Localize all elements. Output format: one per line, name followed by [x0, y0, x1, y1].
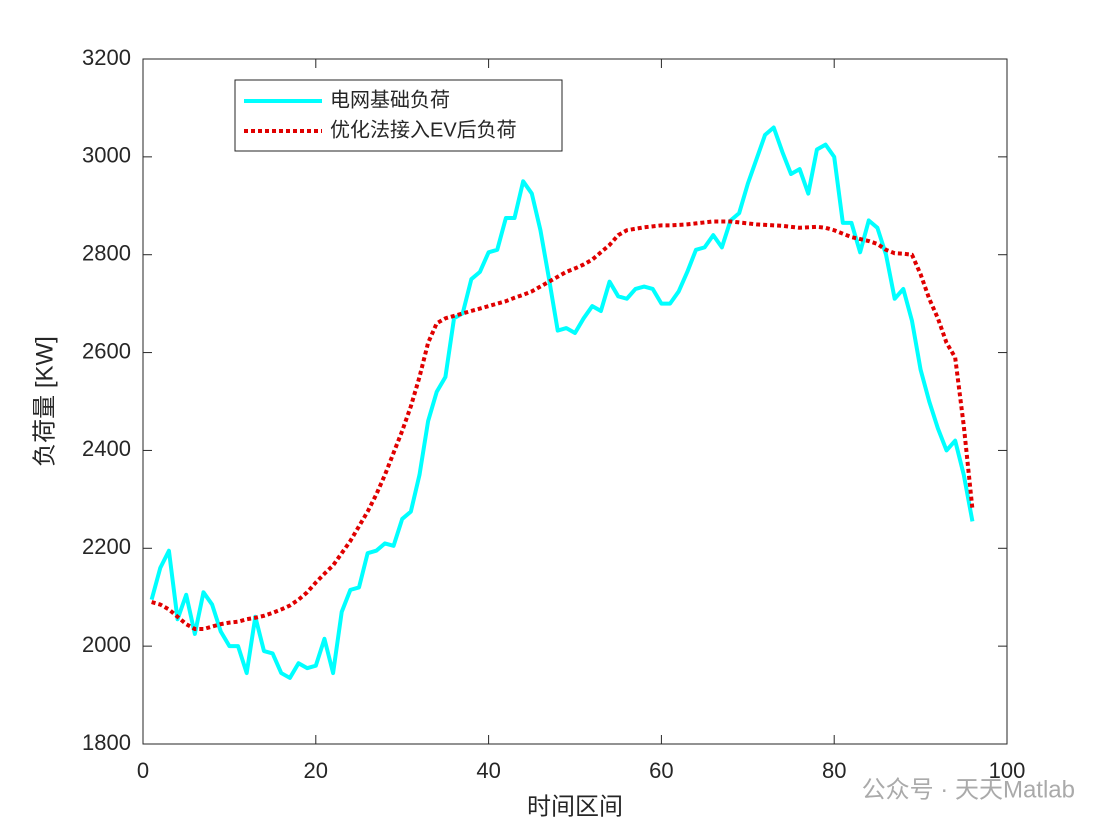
x-tick-label: 80	[822, 758, 846, 783]
y-tick-label: 2000	[82, 632, 131, 657]
y-tick-label: 2200	[82, 534, 131, 559]
y-tick-label: 2600	[82, 338, 131, 363]
y-tick-label: 2400	[82, 436, 131, 461]
y-tick-label: 3200	[82, 45, 131, 70]
y-tick-label: 1800	[82, 730, 131, 755]
line-series	[149, 125, 975, 680]
line-series	[151, 219, 975, 632]
legend-label: 优化法接入EV后负荷	[330, 118, 517, 141]
y-tick-label: 3000	[82, 143, 131, 168]
legend-label: 电网基础负荷	[330, 88, 450, 111]
x-axis-label: 时间区间	[527, 793, 623, 820]
x-tick-label: 20	[304, 758, 328, 783]
plot-area	[142, 58, 1008, 745]
x-tick-label: 60	[649, 758, 673, 783]
y-axis-label: 负荷量 [KW]	[31, 336, 58, 467]
legend-box	[234, 79, 563, 152]
x-tick-label: 100	[989, 758, 1026, 783]
y-tick-label: 2800	[82, 241, 131, 266]
watermark: 公众号 · 天天Matlab	[862, 776, 1075, 803]
x-tick-label: 0	[137, 758, 149, 783]
x-tick-label: 40	[476, 758, 500, 783]
